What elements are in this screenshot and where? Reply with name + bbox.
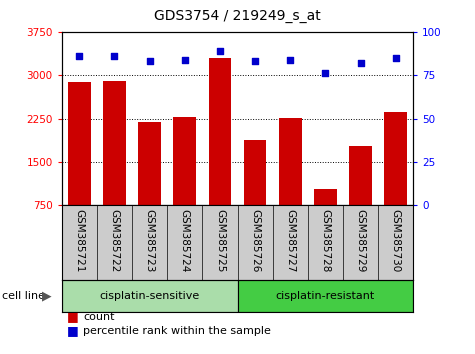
Text: ■: ■ (66, 310, 78, 323)
Text: GSM385722: GSM385722 (109, 209, 120, 273)
Text: GSM385725: GSM385725 (215, 209, 225, 273)
Point (216, 48, 224, 54)
Text: percentile rank within the sample: percentile rank within the sample (83, 326, 271, 336)
Text: ■: ■ (66, 325, 78, 337)
Bar (173, 118, 196, 249)
Text: GDS3754 / 219249_s_at: GDS3754 / 219249_s_at (154, 9, 321, 23)
Point (392, 55, 399, 61)
Bar (138, 122, 161, 249)
Bar (384, 112, 407, 249)
Point (286, 57, 294, 62)
Text: GSM385729: GSM385729 (355, 209, 366, 273)
Bar (279, 118, 302, 249)
Text: cisplatin-sensitive: cisplatin-sensitive (99, 291, 200, 301)
Point (111, 53, 118, 59)
Bar (68, 82, 91, 249)
Bar (209, 58, 231, 249)
Text: GSM385724: GSM385724 (180, 209, 190, 273)
Text: count: count (83, 312, 114, 322)
Bar (238, 280, 413, 312)
Text: cell line: cell line (2, 291, 46, 301)
Text: GSM385730: GSM385730 (390, 209, 401, 272)
Text: GSM385728: GSM385728 (320, 209, 331, 273)
Bar (314, 189, 337, 249)
Point (357, 60, 364, 66)
Point (322, 71, 329, 76)
Text: GSM385727: GSM385727 (285, 209, 295, 273)
Bar (103, 81, 126, 249)
Text: cisplatin-resistant: cisplatin-resistant (276, 291, 375, 301)
Text: GSM385721: GSM385721 (74, 209, 85, 273)
Point (181, 57, 189, 62)
Text: GSM385726: GSM385726 (250, 209, 260, 273)
Text: GSM385723: GSM385723 (144, 209, 155, 273)
Point (146, 58, 153, 64)
Bar (62, 280, 238, 312)
Bar (244, 140, 266, 249)
Point (76, 53, 83, 59)
Bar (349, 146, 372, 249)
Point (251, 58, 259, 64)
Text: ▶: ▶ (42, 289, 51, 302)
